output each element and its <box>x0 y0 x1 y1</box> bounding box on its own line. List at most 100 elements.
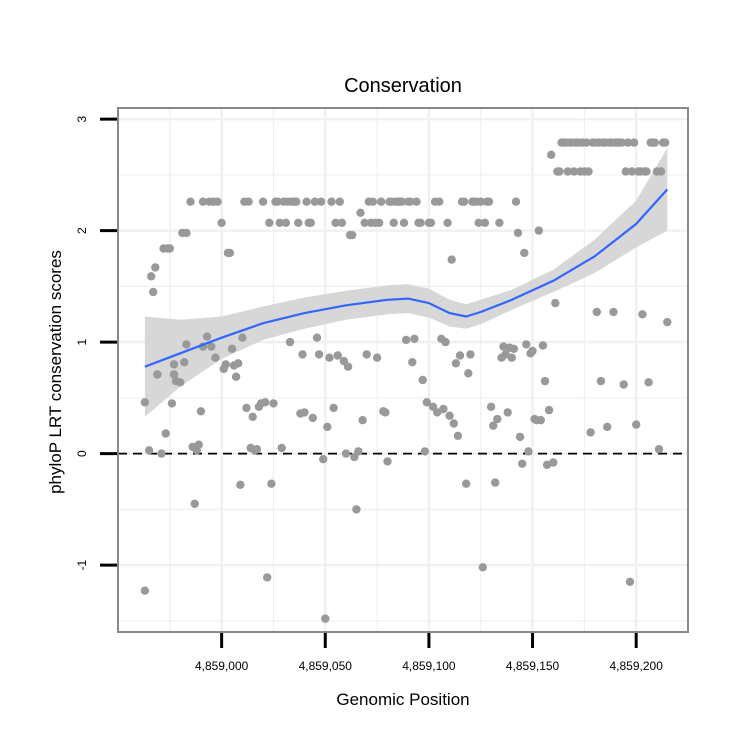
data-point <box>236 480 245 489</box>
data-point <box>619 380 628 389</box>
data-point <box>227 344 237 353</box>
data-point <box>420 447 429 456</box>
data-point <box>140 586 150 595</box>
data-point <box>258 197 268 206</box>
data-point <box>654 445 664 454</box>
chart-title: Conservation <box>344 75 462 97</box>
data-point <box>362 350 371 359</box>
data-point <box>343 362 353 371</box>
data-point <box>341 449 351 458</box>
data-point <box>372 353 382 362</box>
data-point <box>300 408 309 417</box>
y-tick-label: 0 <box>75 450 89 457</box>
data-point <box>528 346 537 356</box>
data-point <box>650 138 659 147</box>
data-point <box>629 138 639 147</box>
data-point <box>408 358 417 367</box>
data-point <box>149 287 158 297</box>
data-point <box>333 351 342 360</box>
data-point <box>422 398 431 407</box>
data-point <box>151 263 160 272</box>
data-point <box>656 167 666 176</box>
data-point <box>592 307 601 317</box>
y-tick-label: -1 <box>75 559 89 570</box>
data-point <box>308 413 317 423</box>
data-point <box>312 333 322 342</box>
data-point <box>267 479 276 488</box>
data-point <box>285 337 295 347</box>
data-point <box>211 353 220 362</box>
data-point <box>501 350 510 359</box>
panel-background <box>118 108 688 632</box>
data-point <box>621 167 630 176</box>
data-point <box>198 197 208 206</box>
data-point <box>213 197 222 206</box>
data-point <box>242 403 251 413</box>
data-point <box>381 408 390 417</box>
data-point <box>511 197 521 206</box>
data-point <box>238 333 247 342</box>
data-point <box>513 228 523 238</box>
data-point <box>443 218 452 227</box>
data-point <box>217 218 226 227</box>
data-point <box>540 376 550 386</box>
data-point <box>644 378 653 387</box>
data-point <box>294 218 303 227</box>
data-point <box>302 197 311 206</box>
data-point <box>524 447 533 456</box>
y-tick-label: 2 <box>75 227 89 234</box>
data-point <box>509 344 519 353</box>
data-point <box>499 342 508 351</box>
data-point <box>412 197 421 206</box>
data-point <box>495 218 504 227</box>
data-point <box>625 577 635 586</box>
data-point <box>314 350 324 359</box>
data-point <box>196 407 206 416</box>
data-point <box>638 310 647 319</box>
data-point <box>277 443 286 453</box>
data-point <box>435 197 444 206</box>
data-point <box>410 334 419 343</box>
data-point <box>234 359 243 368</box>
data-point <box>582 138 591 147</box>
x-tick-label: 4,859,100 <box>402 659 456 673</box>
data-point <box>441 337 450 347</box>
data-point <box>244 197 253 206</box>
data-point <box>368 197 378 206</box>
data-point <box>202 332 212 341</box>
data-point <box>451 359 461 368</box>
data-point <box>426 218 436 227</box>
data-point <box>584 167 593 176</box>
data-point <box>261 398 270 407</box>
data-point <box>375 218 384 227</box>
data-point <box>292 197 301 206</box>
data-point <box>433 408 442 417</box>
data-point <box>167 399 177 408</box>
data-point <box>586 428 595 437</box>
data-point <box>383 457 392 466</box>
data-point <box>397 197 407 206</box>
data-point <box>327 197 336 206</box>
data-point <box>522 340 531 349</box>
x-tick-label: 4,859,000 <box>195 659 249 673</box>
data-point <box>449 419 458 428</box>
data-point <box>352 505 361 514</box>
data-point <box>153 370 162 379</box>
data-point <box>354 447 363 456</box>
data-point <box>538 341 548 350</box>
smooth-line <box>144 188 669 368</box>
x-axis-label: Genomic Position <box>336 690 469 709</box>
data-point <box>518 459 527 468</box>
data-point <box>165 244 174 253</box>
data-point <box>263 573 272 582</box>
data-point <box>401 335 411 345</box>
data-point <box>520 248 529 258</box>
data-point <box>480 218 490 227</box>
data-point <box>265 218 274 227</box>
panel-border <box>117 107 689 633</box>
data-point <box>169 370 179 379</box>
data-point <box>663 317 672 327</box>
data-point <box>464 369 473 378</box>
confidence-band <box>144 148 668 417</box>
